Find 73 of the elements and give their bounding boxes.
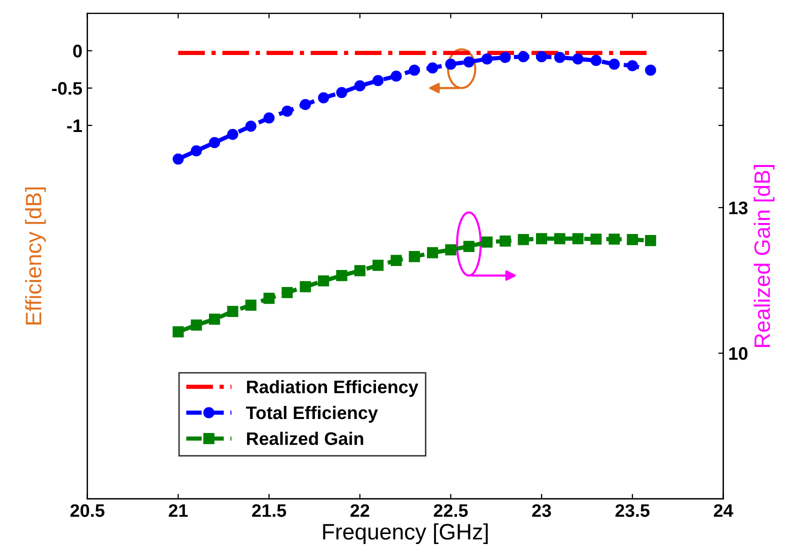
point <box>626 60 638 72</box>
y-tick-label: 0 <box>73 44 82 58</box>
point <box>482 53 493 65</box>
point <box>572 53 584 65</box>
point <box>536 233 548 244</box>
x-tick-label: 20.5 <box>70 504 104 517</box>
point <box>172 153 184 165</box>
point <box>372 260 384 271</box>
point <box>500 52 511 64</box>
point <box>608 234 620 245</box>
x-tick-label: 23 <box>532 504 551 517</box>
point <box>336 87 348 98</box>
point <box>354 80 366 92</box>
point <box>245 300 256 311</box>
point <box>372 75 384 86</box>
x-axis-title: Frequency [GHz] <box>323 523 488 544</box>
point <box>263 292 275 304</box>
point <box>500 236 511 247</box>
point <box>482 236 493 248</box>
point <box>318 275 330 286</box>
point <box>427 247 438 258</box>
point <box>336 270 348 282</box>
point <box>300 281 311 292</box>
point <box>282 286 293 298</box>
point <box>172 326 184 338</box>
point <box>227 128 238 140</box>
point <box>445 58 456 70</box>
point <box>190 320 202 331</box>
x-tick-label: 23.5 <box>615 504 650 517</box>
point <box>263 112 275 124</box>
point <box>427 62 438 74</box>
point <box>590 234 602 245</box>
point <box>245 120 256 132</box>
point <box>608 58 620 70</box>
point <box>626 234 638 246</box>
point <box>300 98 311 110</box>
y2-tick-label: 13 <box>729 202 748 214</box>
point <box>590 54 602 66</box>
point <box>518 51 529 62</box>
x-tick-label: 24 <box>714 504 734 517</box>
point <box>318 92 330 104</box>
y2-axis-title: Realized Gain [dB] <box>754 165 774 347</box>
point <box>190 145 202 156</box>
x-tick-label: 21.5 <box>252 504 286 517</box>
point <box>408 64 420 76</box>
point <box>554 233 566 244</box>
point <box>354 265 366 276</box>
point <box>572 233 584 244</box>
point <box>445 244 456 256</box>
y2-tick-label: 10 <box>729 347 748 360</box>
point <box>282 106 293 117</box>
legend-label: Total Efficiency <box>246 406 378 423</box>
point <box>554 52 566 64</box>
y-tick-label: -0.5 <box>52 82 82 95</box>
point <box>227 306 238 318</box>
point <box>208 137 220 148</box>
point <box>645 235 656 246</box>
point <box>390 70 402 82</box>
y-tick-label: -1 <box>67 120 82 132</box>
point <box>463 240 474 252</box>
point <box>645 64 656 76</box>
point <box>208 314 220 325</box>
x-tick-label: 22.5 <box>434 504 468 517</box>
legend-label: Realized Gain <box>247 432 364 446</box>
point <box>536 51 548 62</box>
point <box>463 56 474 68</box>
x-tick-label: 21 <box>168 504 188 517</box>
x-tick-label: 22 <box>350 504 370 517</box>
legend-label: Radiation Efficiency <box>247 380 418 397</box>
point <box>408 251 420 262</box>
y-axis-title: Efficiency [dB] <box>25 188 46 324</box>
point <box>518 234 529 246</box>
point <box>390 254 402 266</box>
